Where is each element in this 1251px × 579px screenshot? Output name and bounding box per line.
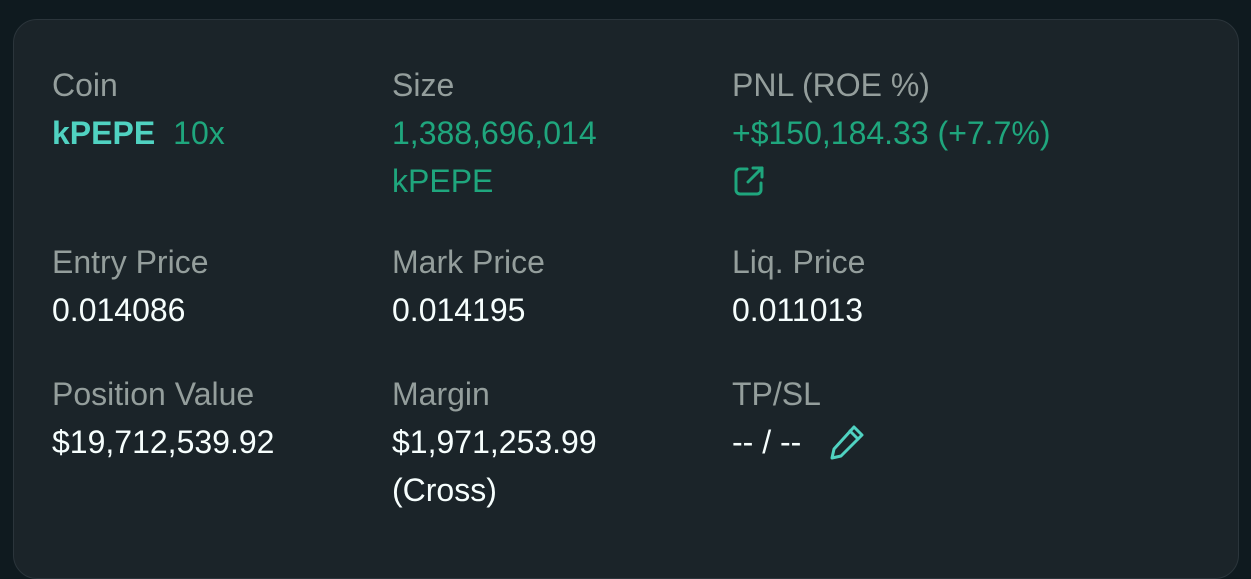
pnl-cell: PNL (ROE %) +$150,184.33 (+7.7%)	[732, 61, 1050, 205]
pnl-value: +$150,184.33 (+7.7%)	[732, 115, 1051, 151]
margin-label: Margin	[392, 376, 490, 412]
tpsl-cell: TP/SL -- / --	[732, 370, 867, 466]
tpsl-value: -- / --	[732, 424, 802, 460]
mark-price-label: Mark Price	[392, 244, 545, 280]
coin-label: Coin	[52, 67, 118, 103]
size-cell: Size 1,388,696,014 kPEPE	[392, 61, 597, 205]
liq-price-label: Liq. Price	[732, 244, 866, 280]
position-value-label: Position Value	[52, 376, 255, 412]
margin-value: $1,971,253.99	[392, 424, 597, 460]
entry-price-cell: Entry Price 0.014086	[52, 238, 208, 334]
coin-name[interactable]: kPEPE	[52, 115, 156, 151]
mark-price-value: 0.014195	[392, 292, 526, 328]
liq-price-value: 0.011013	[732, 292, 864, 328]
mark-price-cell: Mark Price 0.014195	[392, 238, 545, 334]
tpsl-label: TP/SL	[732, 376, 821, 412]
leverage-badge: 10x	[173, 115, 225, 151]
position-card: Coin kPEPE 10x Size 1,388,696,014 kPEPE P…	[13, 19, 1239, 579]
margin-cell: Margin $1,971,253.99 (Cross)	[392, 370, 597, 514]
margin-mode: (Cross)	[392, 472, 497, 508]
size-unit: kPEPE	[392, 163, 494, 199]
size-label: Size	[392, 67, 455, 103]
pnl-label: PNL (ROE %)	[732, 67, 930, 103]
coin-cell: Coin kPEPE 10x	[52, 61, 225, 157]
entry-price-value: 0.014086	[52, 292, 186, 328]
liq-price-cell: Liq. Price 0.011013	[732, 238, 865, 334]
position-value-value: $19,712,539.92	[52, 424, 275, 460]
pencil-icon[interactable]	[827, 422, 867, 462]
entry-price-label: Entry Price	[52, 244, 209, 280]
external-link-icon[interactable]	[732, 164, 766, 198]
size-amount: 1,388,696,014	[392, 115, 597, 151]
position-value-cell: Position Value $19,712,539.92	[52, 370, 274, 466]
